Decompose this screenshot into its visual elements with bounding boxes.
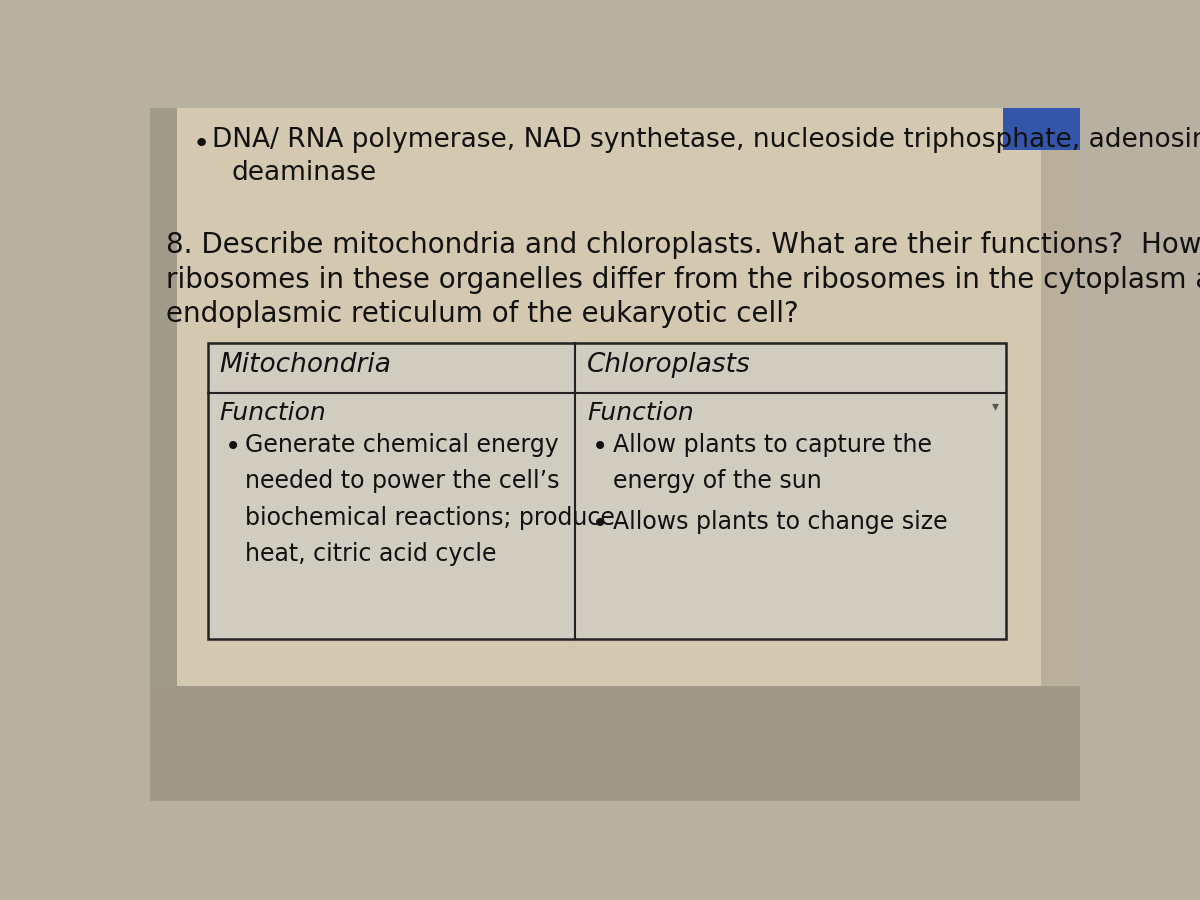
Text: •: •: [226, 433, 241, 461]
Text: deaminase: deaminase: [232, 160, 377, 186]
Text: DNA/ RNA polymerase, NAD synthetase, nucleoside triphosphate, adenosine: DNA/ RNA polymerase, NAD synthetase, nuc…: [212, 127, 1200, 153]
Text: Mitochondria: Mitochondria: [220, 352, 391, 378]
Bar: [208, 343, 1007, 639]
Bar: [1002, 108, 1080, 150]
Bar: [150, 686, 1080, 801]
Text: Function: Function: [587, 400, 694, 425]
Text: •: •: [593, 510, 608, 538]
Text: endoplasmic reticulum of the eukaryotic cell?: endoplasmic reticulum of the eukaryotic …: [166, 301, 798, 328]
Bar: [1042, 108, 1080, 801]
Text: •: •: [193, 130, 210, 158]
Text: Chloroplasts: Chloroplasts: [587, 352, 751, 378]
Text: 8. Describe mitochondria and chloroplasts. What are their functions?  How do the: 8. Describe mitochondria and chloroplast…: [166, 231, 1200, 259]
Text: •: •: [593, 433, 608, 461]
Text: ▾: ▾: [992, 399, 1000, 413]
Text: Allows plants to change size: Allows plants to change size: [612, 510, 947, 534]
Text: ribosomes in these organelles differ from the ribosomes in the cytoplasm and on : ribosomes in these organelles differ fro…: [166, 266, 1200, 293]
Bar: [150, 108, 178, 801]
Text: Generate chemical energy
needed to power the cell’s
biochemical reactions; produ: Generate chemical energy needed to power…: [245, 433, 616, 566]
Text: Allow plants to capture the
energy of the sun: Allow plants to capture the energy of th…: [612, 433, 931, 493]
Text: Function: Function: [220, 400, 326, 425]
